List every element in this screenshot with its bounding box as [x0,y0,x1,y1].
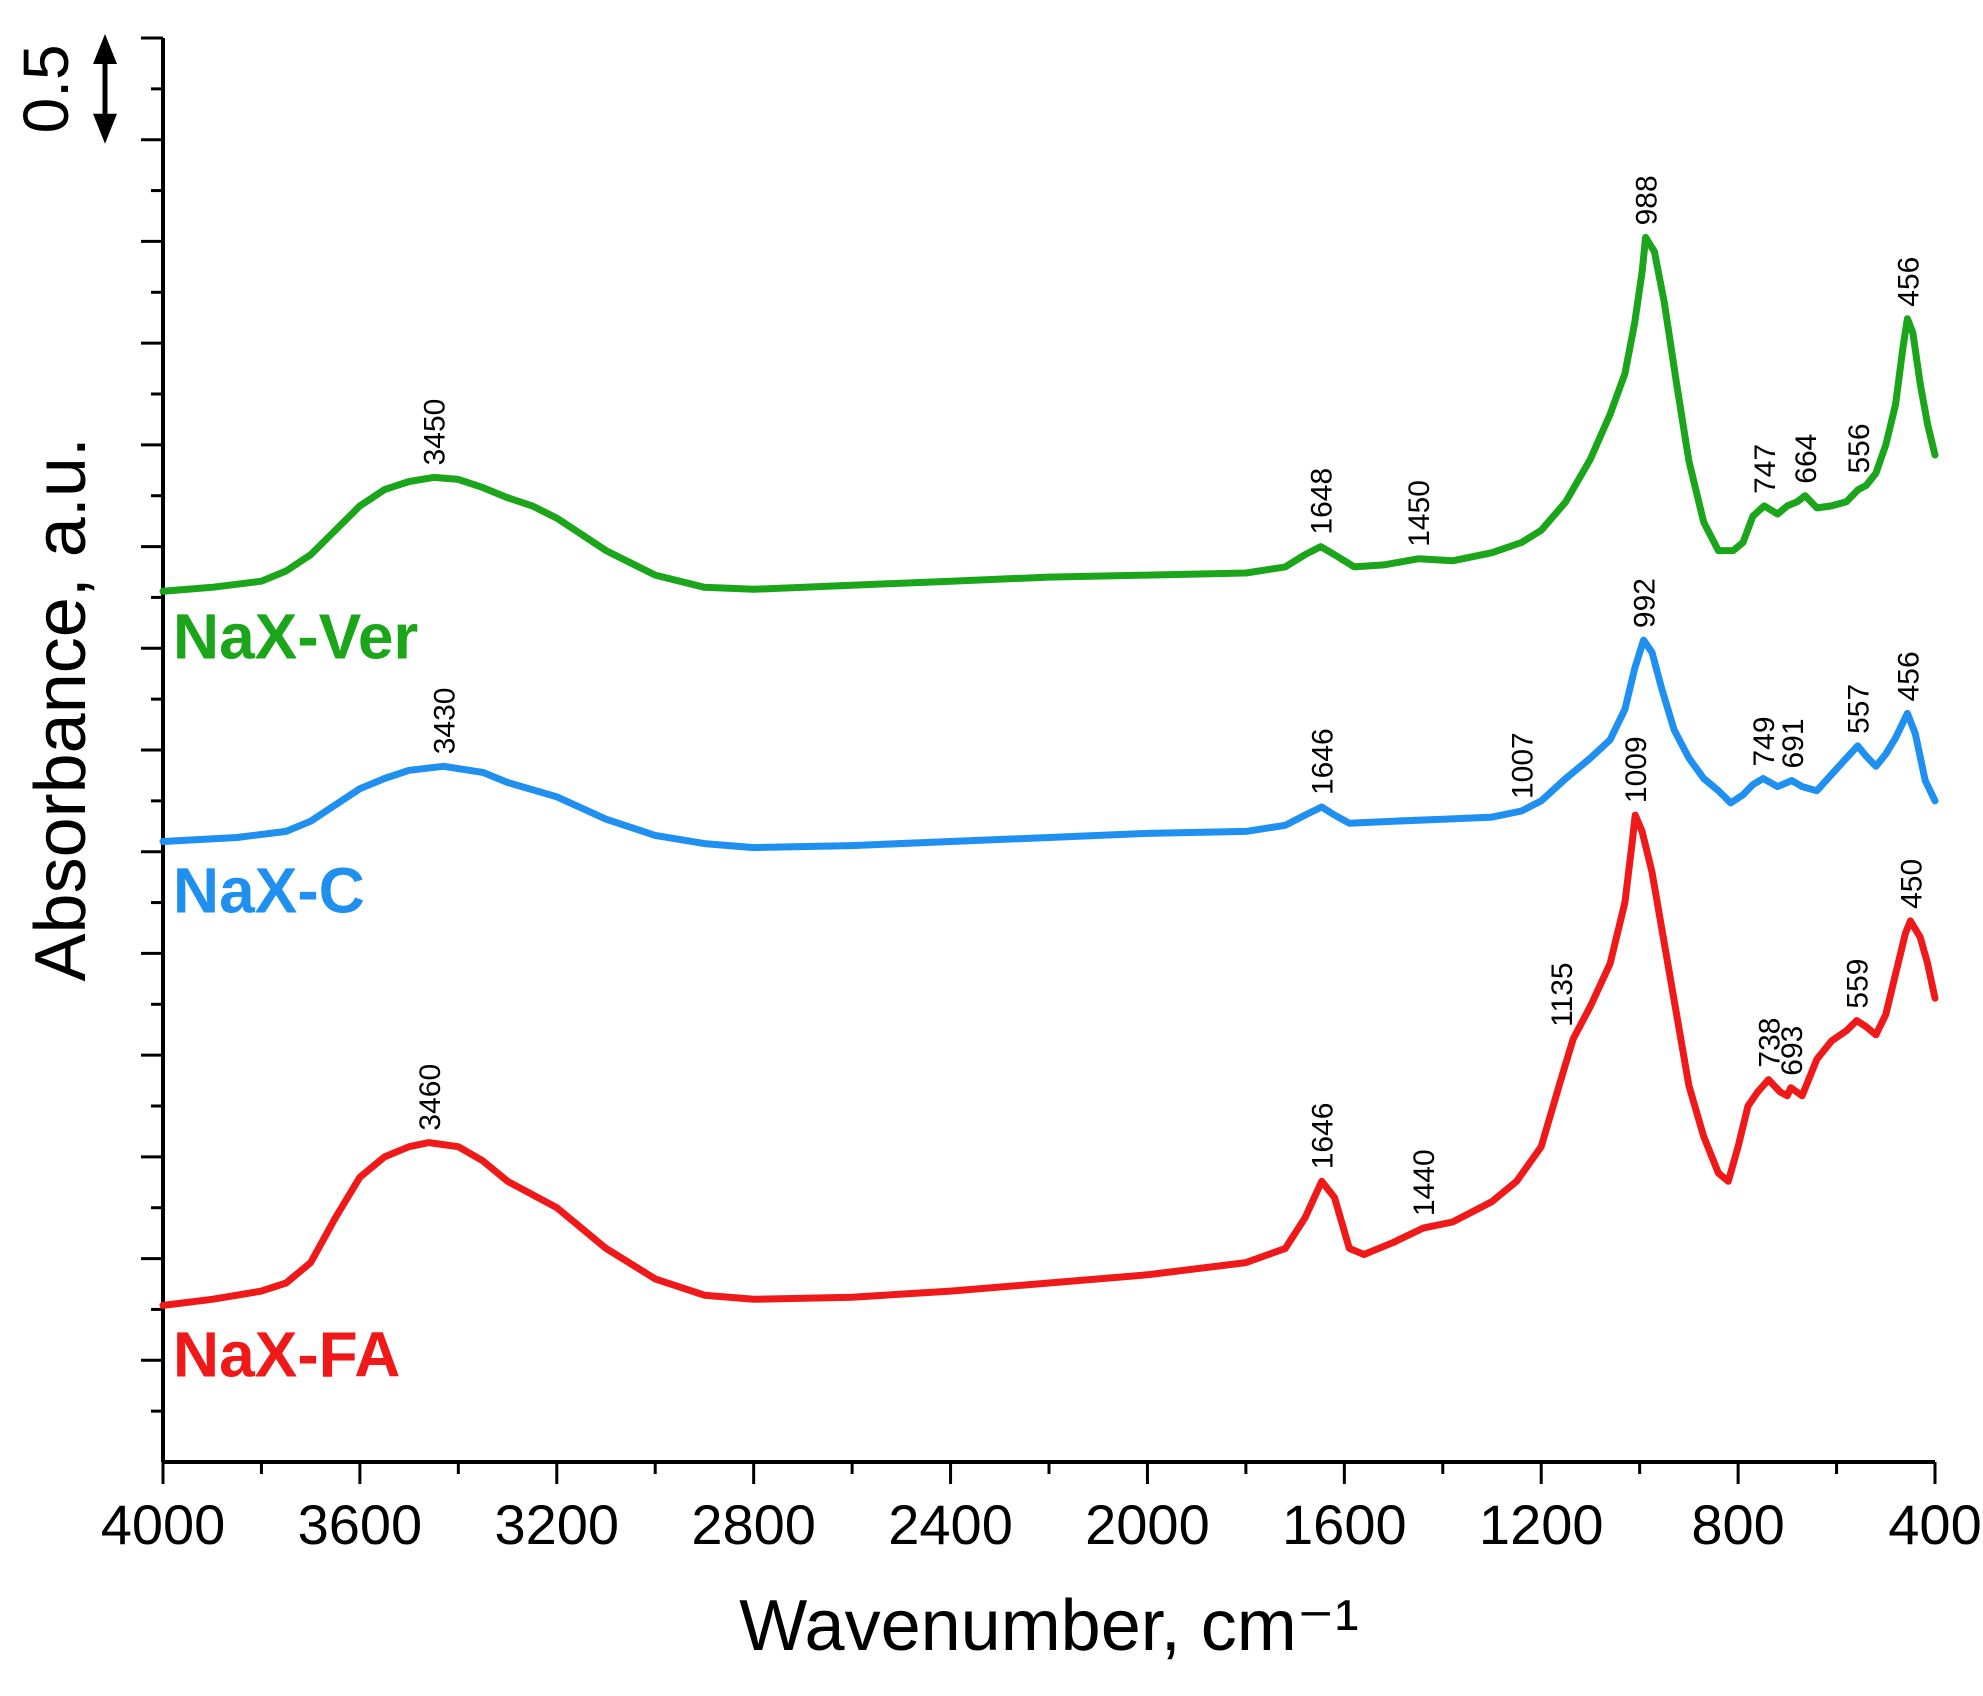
peak-label: 988 [1631,175,1664,225]
x-tick-label: 400 [1888,1493,1981,1556]
peak-label: 1648 [1306,468,1339,535]
peak-label: 1007 [1507,732,1540,799]
x-tick-label: 4000 [101,1493,226,1556]
x-axis-title: Wavenumber, cm⁻¹ [739,1586,1359,1666]
peak-label: 556 [1843,423,1876,473]
peak-label: 747 [1749,444,1782,494]
peak-label: 749 [1748,716,1781,766]
scale-bar: 0.5 [10,34,117,144]
peak-label: 664 [1790,434,1823,484]
peak-label: 1009 [1620,736,1653,803]
arrow-down-icon [93,113,117,144]
peak-label: 450 [1895,859,1928,909]
peak-label: 3450 [419,399,452,466]
x-tick-label: 2000 [1085,1493,1210,1556]
peak-labels: 988 456 3450 1648 1450 747 664 556 992 456 3430 164… [414,175,1929,1216]
peak-label: 1646 [1307,728,1340,795]
peak-label: 738 [1754,1018,1787,1068]
peak-label: 1440 [1408,1149,1441,1216]
x-tick-label: 1200 [1479,1493,1604,1556]
x-tick-label: 3600 [298,1493,423,1556]
peak-label: 1135 [1546,962,1579,1027]
series-lines [159,233,1939,1309]
peak-label: 1450 [1403,480,1436,547]
peak-label: 691 [1777,718,1810,768]
scale-bar-label: 0.5 [10,44,82,133]
x-tick-label: 3200 [494,1493,619,1556]
x-axis-tick-labels: 4000 3600 3200 2800 2400 2000 1600 1200 800 400 [101,1493,1982,1556]
series-line-nax-ver [159,233,1939,595]
peak-label: 456 [1892,651,1925,701]
x-tick-label: 2400 [888,1493,1013,1556]
y-axis-ticks [141,36,163,1413]
peak-label: 3460 [414,1064,447,1131]
series-label-nax-fa: NaX-FA [173,1319,401,1391]
y-axis-title: Absorbance, a.u. [21,437,101,981]
peak-label: 456 [1892,257,1925,307]
series-labels: NaX-Ver NaX-C NaX-FA [173,600,418,1390]
x-tick-label: 800 [1691,1493,1784,1556]
peak-label: 1646 [1307,1103,1340,1170]
peak-label: 3430 [429,688,462,755]
peak-label: 559 [1842,959,1875,1009]
arrow-up-icon [93,34,117,64]
peak-label: 557 [1843,684,1876,734]
series-line-nax-c [159,636,1939,852]
peak-label: 992 [1629,578,1662,628]
peak-label: 693 [1776,1026,1809,1076]
series-label-nax-ver: NaX-Ver [173,600,418,672]
x-tick-label: 2800 [691,1493,816,1556]
series-line-nax-fa [159,811,1939,1309]
series-label-nax-c: NaX-C [173,855,365,927]
x-tick-label: 1600 [1282,1493,1407,1556]
x-axis-ticks [161,1462,1937,1484]
